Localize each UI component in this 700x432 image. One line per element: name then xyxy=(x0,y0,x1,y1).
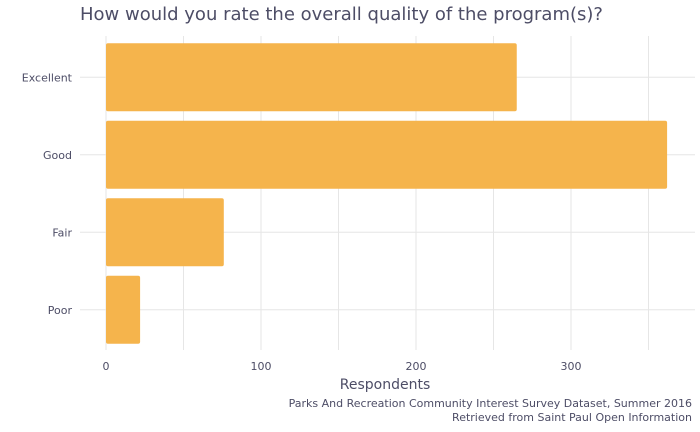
y-axis-labels: Excellent Good Fair Poor xyxy=(22,71,73,317)
y-tick-label: Poor xyxy=(48,304,73,317)
bar-good xyxy=(106,120,668,189)
y-tick-label: Excellent xyxy=(22,71,73,84)
bar-excellent xyxy=(106,43,517,112)
y-tick-label: Fair xyxy=(52,226,72,239)
x-axis-tick-labels: 0 100 200 300 xyxy=(103,360,582,373)
x-tick-label: 200 xyxy=(406,360,427,373)
x-tick-label: 100 xyxy=(251,360,272,373)
x-axis-title: Respondents xyxy=(340,377,431,393)
bar-poor xyxy=(106,275,141,344)
chart-title: How would you rate the overall quality o… xyxy=(80,4,603,25)
bars xyxy=(106,43,668,344)
x-tick-label: 300 xyxy=(561,360,582,373)
x-tick-label: 0 xyxy=(103,360,110,373)
caption-source: Parks And Recreation Community Interest … xyxy=(288,397,692,410)
caption-retrieved: Retrieved from Saint Paul Open Informati… xyxy=(452,411,692,424)
bar-fair xyxy=(106,198,224,267)
y-tick-label: Good xyxy=(43,149,72,162)
